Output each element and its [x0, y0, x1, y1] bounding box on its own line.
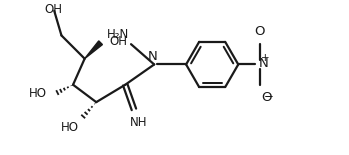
Text: N: N — [258, 57, 268, 70]
Text: H₂N: H₂N — [107, 28, 129, 41]
Text: HO: HO — [29, 87, 47, 100]
Text: OH: OH — [44, 3, 62, 16]
Text: N: N — [148, 50, 158, 63]
Text: O: O — [262, 91, 272, 104]
Text: O: O — [254, 25, 265, 38]
Text: +: + — [261, 53, 270, 63]
Text: −: − — [264, 90, 274, 103]
Polygon shape — [85, 41, 103, 59]
Text: NH: NH — [129, 116, 147, 129]
Text: HO: HO — [61, 121, 79, 134]
Text: OH: OH — [109, 35, 127, 48]
